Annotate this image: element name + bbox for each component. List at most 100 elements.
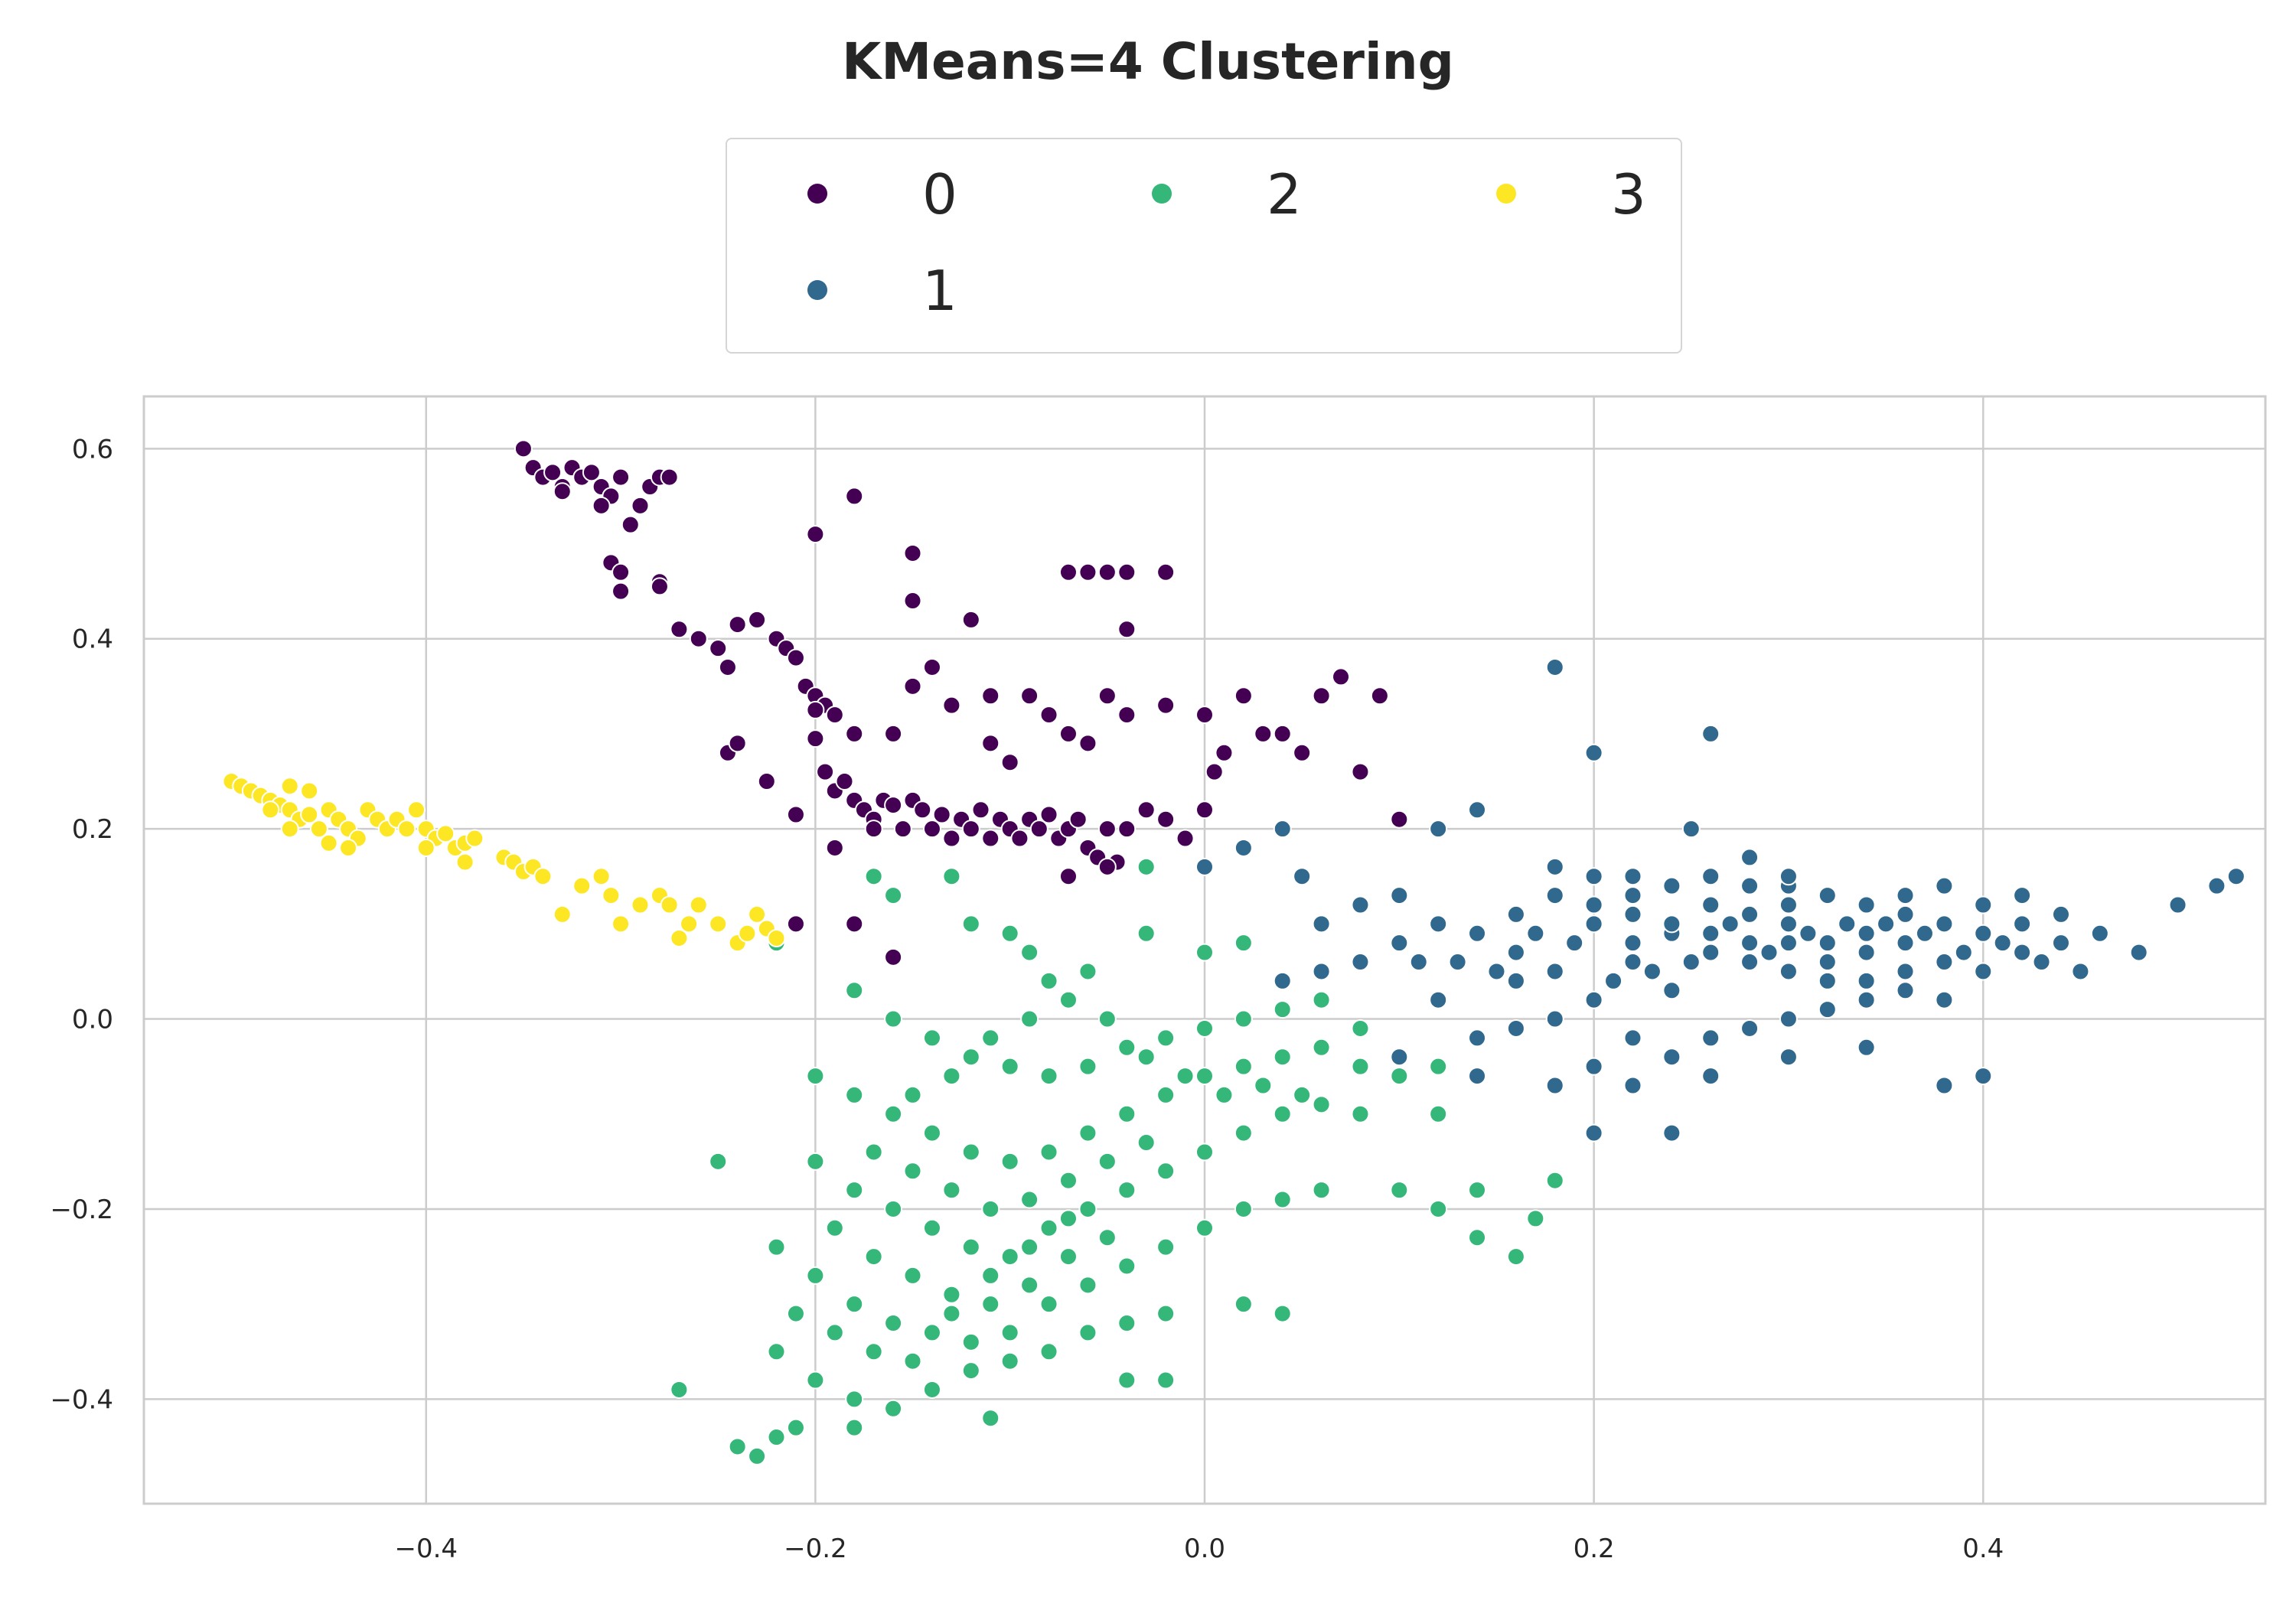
data-point-cluster-2 [1097, 1152, 1117, 1171]
data-point-cluster-0 [1117, 820, 1137, 839]
data-point-cluster-2 [1000, 1351, 1019, 1371]
data-point-cluster-1 [1526, 924, 1545, 943]
data-point-cluster-3 [680, 914, 699, 934]
data-point-cluster-1 [1545, 1009, 1564, 1028]
data-point-cluster-0 [592, 496, 611, 515]
data-point-cluster-1 [1623, 867, 1642, 886]
data-point-cluster-2 [1000, 1057, 1019, 1076]
data-point-cluster-2 [903, 1085, 922, 1104]
data-point-cluster-1 [1701, 924, 1720, 943]
data-point-cluster-2 [1468, 1228, 1487, 1247]
data-point-cluster-2 [1117, 1314, 1137, 1333]
data-point-cluster-1 [1662, 1048, 1681, 1067]
data-point-cluster-3 [631, 895, 650, 914]
data-point-cluster-2 [903, 1266, 922, 1285]
data-point-cluster-3 [300, 805, 319, 824]
data-point-cluster-3 [280, 777, 299, 796]
data-point-cluster-2 [786, 1304, 805, 1323]
data-point-cluster-1 [1857, 1038, 1876, 1057]
data-point-cluster-1 [1623, 886, 1642, 905]
data-point-cluster-1 [1896, 886, 1915, 905]
data-point-cluster-2 [845, 1181, 864, 1200]
data-point-cluster-1 [1468, 1028, 1487, 1048]
x-tick-label: −0.2 [784, 1534, 847, 1564]
y-tick-label: 0.2 [72, 814, 113, 845]
data-point-cluster-0 [1117, 706, 1137, 725]
data-point-cluster-1 [1740, 934, 1760, 953]
legend-label-2: 2 [1267, 162, 1302, 227]
data-point-cluster-2 [1351, 1019, 1370, 1038]
data-point-cluster-2 [961, 1048, 980, 1067]
data-point-cluster-1 [1740, 953, 1760, 972]
data-point-cluster-1 [1915, 924, 1934, 943]
data-point-cluster-2 [1078, 1276, 1097, 1295]
data-point-cluster-0 [1293, 743, 1312, 762]
data-point-cluster-2 [1137, 1133, 1156, 1152]
data-point-cluster-1 [1234, 838, 1253, 857]
data-point-cluster-1 [2032, 953, 2051, 972]
data-point-cluster-2 [767, 1237, 786, 1257]
x-axis: −0.4 −0.2 0.0 0.2 0.4 [394, 1534, 2004, 1564]
data-point-cluster-3 [261, 800, 280, 820]
data-point-cluster-0 [922, 820, 941, 839]
data-point-cluster-2 [981, 1409, 1000, 1428]
data-point-cluster-2 [1156, 1085, 1176, 1104]
data-point-cluster-0 [1137, 800, 1156, 820]
data-point-cluster-3 [397, 820, 416, 839]
data-point-cluster-2 [864, 1143, 883, 1162]
data-point-cluster-2 [1234, 1009, 1253, 1028]
data-point-cluster-0 [1117, 562, 1137, 582]
data-point-cluster-0 [553, 482, 572, 501]
data-point-cluster-1 [1623, 1028, 1642, 1048]
data-point-cluster-1 [1779, 895, 1798, 914]
data-point-cluster-3 [465, 829, 484, 848]
data-point-cluster-2 [1215, 1085, 1234, 1104]
data-point-cluster-2 [1137, 924, 1156, 943]
data-point-cluster-0 [786, 648, 805, 667]
data-point-cluster-0 [825, 838, 844, 857]
data-point-cluster-0 [612, 582, 631, 601]
data-point-cluster-2 [1097, 1009, 1117, 1028]
data-point-cluster-1 [1993, 934, 2012, 953]
data-point-cluster-1 [1506, 943, 1525, 962]
data-point-cluster-2 [1234, 1123, 1253, 1143]
data-point-cluster-1 [1584, 895, 1603, 914]
data-point-cluster-2 [1312, 990, 1331, 1009]
plot-frame [142, 395, 2267, 1505]
data-point-cluster-1 [1974, 924, 1993, 943]
data-point-cluster-0 [1058, 562, 1078, 582]
data-point-cluster-1 [1701, 867, 1720, 886]
data-point-cluster-2 [1156, 1371, 1176, 1390]
data-point-cluster-2 [1117, 1371, 1137, 1390]
data-point-cluster-1 [1545, 657, 1564, 676]
data-point-cluster-0 [961, 610, 980, 629]
data-point-cluster-0 [893, 820, 912, 839]
data-point-cluster-2 [1545, 1171, 1564, 1190]
data-point-cluster-0 [961, 820, 980, 839]
data-point-cluster-2 [1039, 1342, 1058, 1361]
data-point-cluster-3 [660, 895, 679, 914]
data-point-cluster-3 [572, 876, 592, 895]
data-point-cluster-2 [1117, 1257, 1137, 1276]
data-point-cluster-2 [884, 1399, 903, 1418]
y-tick-label: 0.0 [72, 1005, 113, 1035]
data-point-cluster-1 [1818, 886, 1837, 905]
data-point-cluster-1 [1681, 820, 1701, 839]
data-point-cluster-0 [1215, 743, 1234, 762]
data-point-cluster-1 [1896, 981, 1915, 1000]
data-point-cluster-1 [1662, 981, 1681, 1000]
data-point-cluster-1 [2129, 943, 2148, 962]
data-point-cluster-2 [1195, 1143, 1214, 1162]
legend-label-3: 3 [1611, 162, 1646, 227]
data-point-cluster-2 [1351, 1104, 1370, 1123]
data-point-cluster-3 [319, 833, 338, 852]
data-point-cluster-0 [689, 629, 708, 648]
data-point-cluster-2 [981, 1028, 1000, 1048]
data-point-cluster-2 [1390, 1067, 1409, 1086]
data-point-cluster-0 [806, 729, 825, 748]
data-point-cluster-1 [1390, 886, 1409, 905]
data-point-cluster-0 [903, 592, 922, 611]
legend-marker-1 [807, 280, 827, 300]
data-point-cluster-0 [1020, 686, 1039, 706]
data-point-cluster-1 [2226, 867, 2245, 886]
